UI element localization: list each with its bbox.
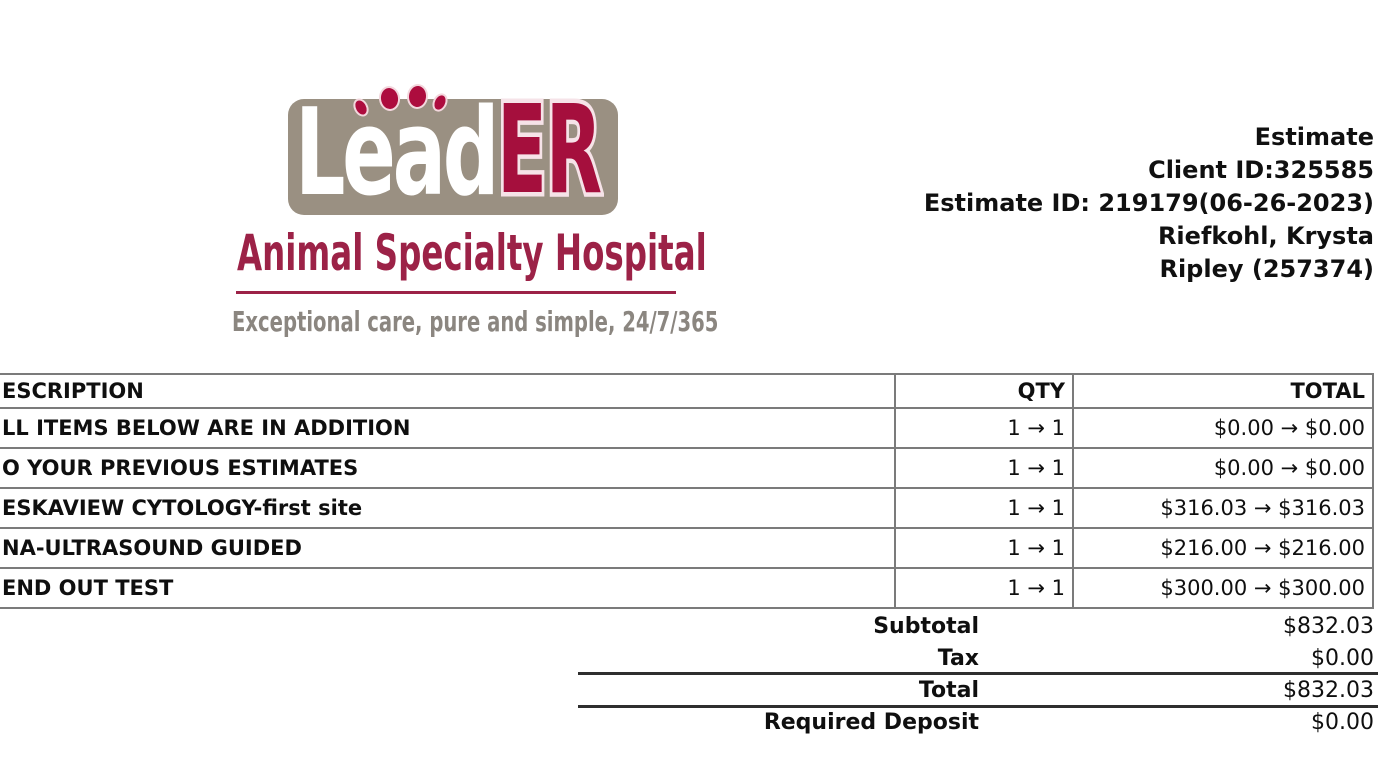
table-row: NA-ULTRASOUND GUIDED 1 → 1 $216.00 → $21… (0, 529, 1374, 569)
item-description: END OUT TEST (2, 576, 174, 600)
logo-wordmark-er: ER (497, 79, 602, 221)
tax-row: Tax $0.00 (0, 642, 1374, 674)
subtotal-row: Subtotal $832.03 (0, 610, 1374, 642)
table-row: LL ITEMS BELOW ARE IN ADDITION 1 → 1 $0.… (0, 409, 1374, 449)
item-total: $300.00 → $300.00 (1072, 569, 1374, 607)
table-row: ESKAVIEW CYTOLOGY-first site 1 → 1 $316.… (0, 489, 1374, 529)
line-items-table: ESCRIPTION QTY TOTAL LL ITEMS BELOW ARE … (0, 373, 1374, 609)
item-description: O YOUR PREVIOUS ESTIMATES (2, 456, 359, 480)
total-value: $832.03 (1283, 677, 1374, 703)
client-name: Riefkohl, Krysta (1157, 222, 1374, 250)
tax-value: $0.00 (1311, 645, 1374, 671)
item-description: ESKAVIEW CYTOLOGY-first site (2, 496, 363, 520)
client-id: Client ID:325585 (1148, 156, 1374, 184)
logo-wordmark-er-outline: ER (494, 79, 605, 221)
required-deposit-label: Required Deposit (763, 709, 979, 735)
logo-underline (236, 291, 676, 294)
hospital-tagline: Exceptional care, pure and simple, 24/7/… (232, 305, 719, 338)
item-description: LL ITEMS BELOW ARE IN ADDITION (2, 416, 411, 440)
totals-section: Subtotal $832.03 Tax $0.00 Total $832.03… (0, 610, 1374, 738)
document-title: Estimate (1254, 123, 1374, 151)
subtotal-label: Subtotal (873, 613, 979, 639)
item-qty: 1 → 1 (894, 489, 1072, 527)
total-label: Total (918, 677, 979, 703)
item-qty: 1 → 1 (894, 569, 1072, 607)
tax-label: Tax (937, 645, 979, 671)
subtotal-value: $832.03 (1283, 613, 1374, 639)
estimate-id: Estimate ID: 219179(06-26-2023) (923, 189, 1374, 217)
table-row: END OUT TEST 1 → 1 $300.00 → $300.00 (0, 569, 1374, 609)
logo-wordmark-lead: Lead (295, 84, 499, 223)
total-row: Total $832.03 (0, 674, 1374, 706)
item-total: $316.03 → $316.03 (1072, 489, 1374, 527)
item-qty: 1 → 1 (894, 449, 1072, 487)
hospital-name: Animal Specialty Hospital (237, 224, 707, 282)
item-qty: 1 → 1 (894, 529, 1072, 567)
required-deposit-value: $0.00 (1311, 709, 1374, 735)
table-header-row: ESCRIPTION QTY TOTAL (0, 375, 1374, 409)
logo-plate (288, 99, 618, 215)
required-deposit-row: Required Deposit $0.00 (0, 706, 1374, 738)
totals-divider (578, 705, 1378, 708)
patient-name: Ripley (257374) (1159, 255, 1374, 283)
table-row: O YOUR PREVIOUS ESTIMATES 1 → 1 $0.00 → … (0, 449, 1374, 489)
item-total: $0.00 → $0.00 (1072, 409, 1374, 447)
item-description: NA-ULTRASOUND GUIDED (2, 536, 302, 560)
item-total: $216.00 → $216.00 (1072, 529, 1374, 567)
header-description: ESCRIPTION (2, 379, 144, 403)
estimate-header: Estimate Client ID:325585 Estimate ID: 2… (924, 121, 1374, 286)
header-qty: QTY (894, 375, 1072, 407)
item-qty: 1 → 1 (894, 409, 1072, 447)
header-total: TOTAL (1072, 375, 1374, 407)
totals-divider (578, 672, 1378, 675)
item-total: $0.00 → $0.00 (1072, 449, 1374, 487)
